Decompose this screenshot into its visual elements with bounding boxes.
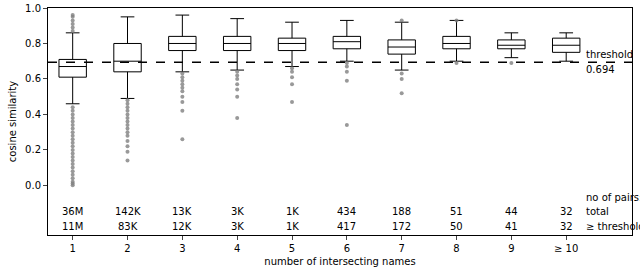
svg-text:cosine similarity: cosine similarity bbox=[7, 81, 18, 162]
svg-text:1K: 1K bbox=[286, 221, 299, 232]
svg-text:1.0: 1.0 bbox=[25, 3, 41, 14]
svg-text:≥ threshold: ≥ threshold bbox=[586, 221, 640, 232]
svg-text:0.2: 0.2 bbox=[25, 144, 41, 155]
svg-text:4: 4 bbox=[234, 243, 240, 254]
svg-text:50: 50 bbox=[450, 221, 463, 232]
svg-text:no of pairs:: no of pairs: bbox=[586, 192, 640, 203]
svg-text:≥ 10: ≥ 10 bbox=[554, 243, 578, 254]
svg-text:8: 8 bbox=[453, 243, 459, 254]
svg-text:12K: 12K bbox=[172, 221, 192, 232]
svg-text:11M: 11M bbox=[62, 221, 83, 232]
svg-text:83K: 83K bbox=[118, 221, 138, 232]
svg-text:32: 32 bbox=[560, 206, 573, 217]
svg-text:9: 9 bbox=[508, 243, 514, 254]
svg-text:172: 172 bbox=[392, 221, 411, 232]
svg-text:5: 5 bbox=[289, 243, 295, 254]
svg-text:44: 44 bbox=[505, 206, 518, 217]
svg-text:7: 7 bbox=[399, 243, 405, 254]
svg-text:0.694: 0.694 bbox=[586, 64, 615, 75]
svg-text:6: 6 bbox=[344, 243, 350, 254]
svg-text:3: 3 bbox=[179, 243, 185, 254]
svg-text:36M: 36M bbox=[62, 206, 83, 217]
svg-text:417: 417 bbox=[337, 221, 356, 232]
svg-text:1K: 1K bbox=[286, 206, 299, 217]
svg-text:434: 434 bbox=[337, 206, 356, 217]
svg-text:41: 41 bbox=[505, 221, 518, 232]
svg-text:3K: 3K bbox=[231, 206, 244, 217]
svg-text:32: 32 bbox=[560, 221, 573, 232]
svg-text:51: 51 bbox=[450, 206, 463, 217]
svg-text:threshold: threshold bbox=[586, 49, 633, 60]
svg-text:number of intersecting names: number of intersecting names bbox=[264, 256, 415, 267]
svg-text:13K: 13K bbox=[172, 206, 192, 217]
svg-text:0.6: 0.6 bbox=[25, 73, 41, 84]
svg-text:188: 188 bbox=[392, 206, 411, 217]
svg-text:0.4: 0.4 bbox=[25, 109, 41, 120]
svg-text:0.0: 0.0 bbox=[25, 180, 41, 191]
svg-text:142K: 142K bbox=[115, 206, 141, 217]
svg-text:3K: 3K bbox=[231, 221, 244, 232]
svg-text:2: 2 bbox=[124, 243, 130, 254]
svg-text:1: 1 bbox=[69, 243, 75, 254]
svg-text:0.8: 0.8 bbox=[25, 38, 41, 49]
svg-text:total: total bbox=[586, 206, 609, 217]
